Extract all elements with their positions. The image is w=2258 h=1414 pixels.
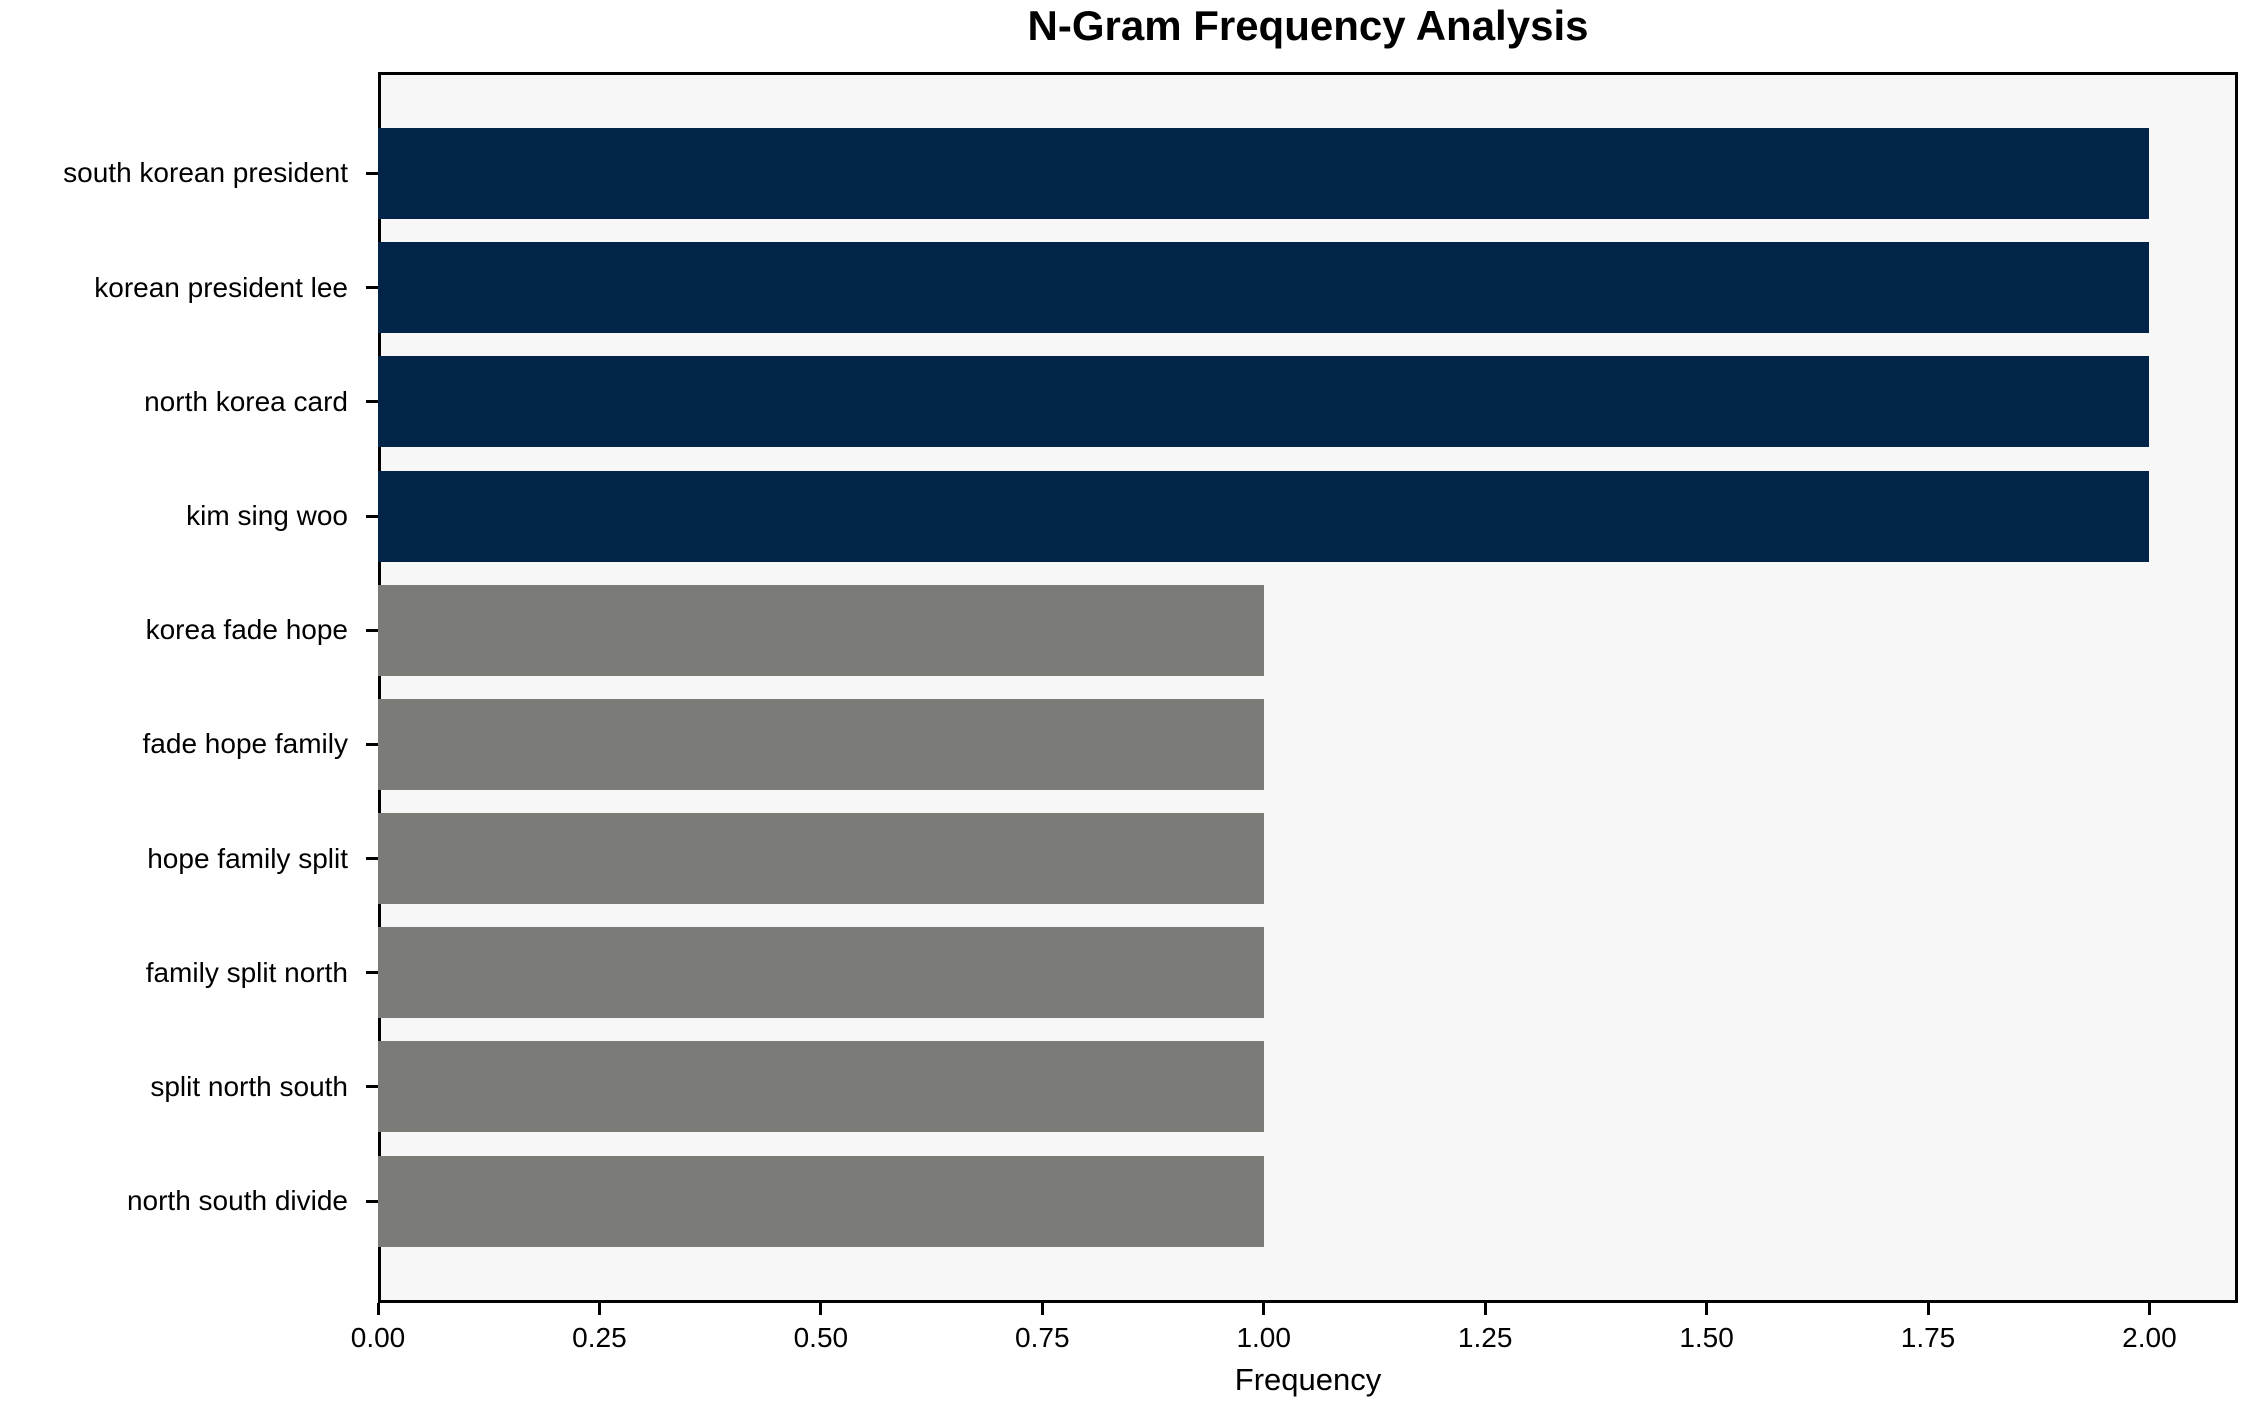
x-tick-label: 1.25 <box>1457 1322 1513 1353</box>
y-tick <box>366 514 378 518</box>
bar <box>378 1041 1264 1133</box>
y-tick-label: fade hope family <box>142 728 348 760</box>
bar <box>378 927 1264 1019</box>
y-tick-label: split north south <box>150 1070 348 1102</box>
bar <box>378 242 2149 334</box>
x-tick-label: 0.50 <box>793 1322 849 1353</box>
chart-title: N-Gram Frequency Analysis <box>1027 2 1589 49</box>
y-tick <box>366 857 378 861</box>
bar <box>378 356 2149 448</box>
x-tick-label: 2.00 <box>2122 1322 2177 1353</box>
y-tick <box>366 1199 378 1203</box>
y-tick-label: family split north <box>145 956 348 988</box>
bar <box>378 584 1264 676</box>
x-tick <box>1483 1303 1487 1315</box>
bar <box>378 698 1264 790</box>
x-tick-label: 0.25 <box>572 1322 627 1353</box>
x-tick-label: 1.75 <box>1900 1322 1956 1353</box>
y-tick-label: north korea card <box>144 385 348 417</box>
x-tick <box>819 1303 823 1315</box>
y-tick-label: south korean president <box>63 157 348 189</box>
x-tick-label: 1.50 <box>1679 1322 1734 1353</box>
x-tick <box>1926 1303 1930 1315</box>
bar <box>378 470 2149 562</box>
x-tick-label: 1.00 <box>1236 1322 1291 1353</box>
y-tick <box>366 400 378 404</box>
y-tick-label: north south divide <box>126 1185 348 1217</box>
x-tick <box>597 1303 601 1315</box>
x-tick-label: 0.75 <box>1015 1322 1070 1353</box>
x-tick <box>376 1303 380 1315</box>
plot-area <box>378 72 2238 1303</box>
x-tick-label: 0.00 <box>350 1322 406 1353</box>
x-tick <box>2147 1303 2151 1315</box>
y-tick <box>366 286 378 290</box>
x-tick <box>1705 1303 1709 1315</box>
y-tick <box>366 1085 378 1089</box>
y-tick <box>366 628 378 632</box>
y-tick <box>366 171 378 175</box>
x-tick <box>1040 1303 1044 1315</box>
y-tick-label: korea fade hope <box>145 614 348 646</box>
bar <box>378 813 1264 905</box>
y-tick-label: hope family split <box>147 842 348 874</box>
y-tick <box>366 971 378 975</box>
y-tick-label: korean president lee <box>94 271 348 303</box>
y-tick <box>366 742 378 746</box>
bar <box>378 127 2149 219</box>
x-tick <box>1262 1303 1266 1315</box>
y-tick-label: kim sing woo <box>186 500 348 532</box>
bar <box>378 1155 1264 1247</box>
x-axis-label: Frequency <box>1234 1362 1382 1397</box>
